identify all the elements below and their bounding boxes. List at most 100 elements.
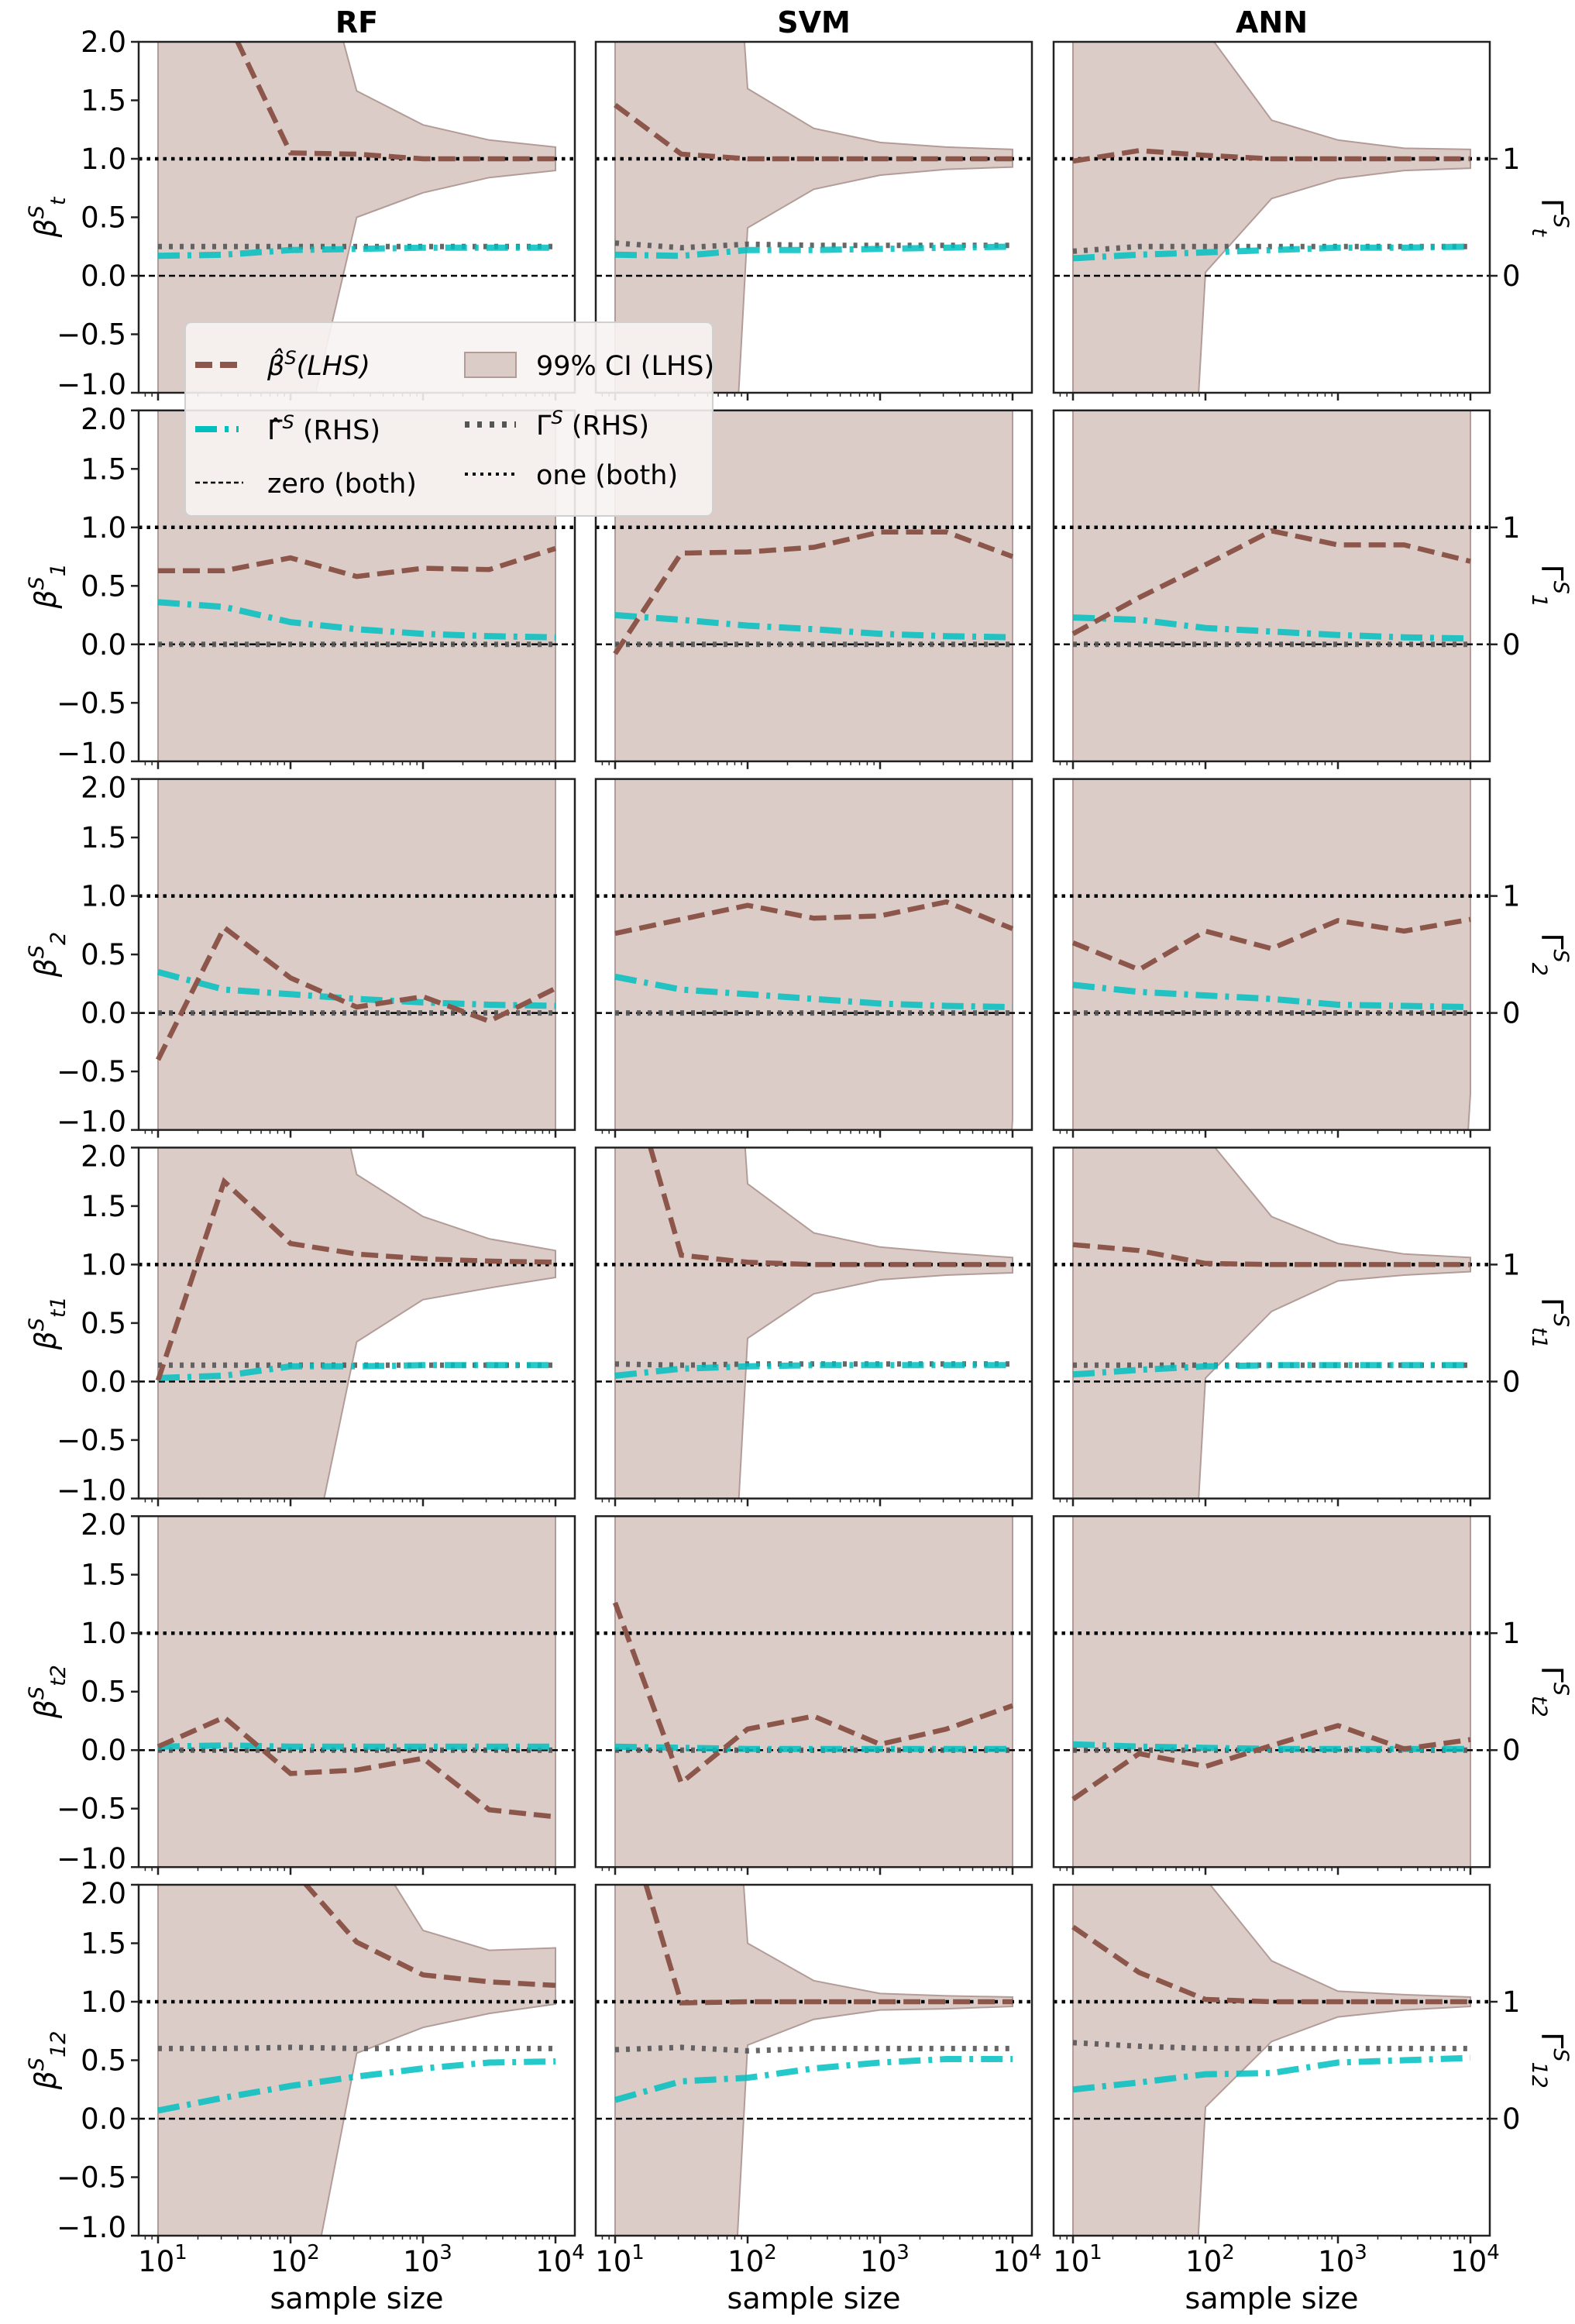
- x-tick-base: 10: [270, 2245, 307, 2278]
- ci-band: [157, 1885, 556, 2236]
- y-tick-label: −1.0: [57, 737, 126, 770]
- legend-label-rest: (RHS): [294, 415, 380, 446]
- gamma-hat-line: [1072, 2054, 1471, 2093]
- gamma-series: [614, 1361, 1013, 1368]
- rlabel-sub: 1: [1527, 594, 1551, 607]
- y-tick-label: 2.0: [81, 772, 126, 805]
- rhs-tick-label: 0: [1502, 997, 1521, 1030]
- y-tick-label: 0.5: [81, 201, 126, 235]
- plot-area: [1054, 779, 1490, 1130]
- axes-frame: [594, 1514, 1033, 1868]
- x-tick-sup: 2: [764, 2241, 777, 2264]
- x-axis-label: sample size: [727, 2281, 901, 2315]
- panel-ann-row-1: [1052, 40, 1498, 401]
- gamma-hat-series: [614, 1362, 1013, 1379]
- y-tick-label: 0.0: [81, 260, 126, 293]
- plot-area: [139, 1516, 575, 1868]
- beta-series: [302, 1885, 556, 1989]
- plot-area: [139, 1147, 575, 1499]
- y-tick-label: 0.0: [81, 628, 126, 662]
- y-tick-label: −1.0: [57, 2211, 126, 2244]
- x-tick-label: 103: [403, 2241, 452, 2278]
- gamma-hat-line: [157, 2058, 556, 2114]
- gamma-hat-line: [157, 244, 555, 260]
- gamma-hat-series: [614, 2056, 1013, 2103]
- column-title-svm: SVM: [777, 5, 851, 40]
- x-tick-sup: 1: [174, 2241, 187, 2264]
- gamma-hat-series: [156, 968, 556, 1009]
- ylabel-sup: S: [25, 2058, 49, 2071]
- gamma-hat-series: [1072, 2054, 1471, 2093]
- ylabel-base: β: [29, 218, 63, 238]
- plot-area: [139, 1885, 575, 2236]
- y-tick-label: 1.0: [81, 1248, 126, 1281]
- x-tick-base: 10: [1318, 2245, 1354, 2278]
- plot-area: [139, 779, 575, 1130]
- legend-entry-gamma: ΓS (RHS): [465, 407, 649, 442]
- gamma-hat-series: [614, 973, 1013, 1010]
- beta-line: [156, 923, 557, 1061]
- beta-line: [302, 1885, 556, 1989]
- legend-label-sup: S: [283, 411, 294, 433]
- beta-line: [1071, 916, 1471, 973]
- x-tick-label: 101: [595, 2241, 645, 2278]
- gamma-hat-series: [1072, 243, 1471, 262]
- plot-area: [596, 1885, 1032, 2236]
- legend-label: Γ̂S (RHS): [267, 411, 380, 446]
- ci-band: [1072, 1516, 1471, 1868]
- gamma-line: [614, 1361, 1013, 1368]
- x-tick-sup: 1: [631, 2241, 645, 2264]
- x-tick-base: 10: [1185, 2245, 1222, 2278]
- legend-entry-one: one (both): [465, 460, 678, 491]
- panel-svm-row-4: [594, 1147, 1033, 1507]
- gamma-hat-line: [156, 968, 556, 1009]
- y-tick-label: 1.5: [81, 1927, 126, 1961]
- gamma-hat-series: [614, 243, 1013, 260]
- gamma-hat-line: [1072, 1362, 1470, 1378]
- x-tick-label: 104: [535, 2241, 585, 2278]
- y-tick-label: 0.0: [81, 1365, 126, 1398]
- plot-area: [1054, 410, 1490, 761]
- legend-label: β̂S(LHS): [267, 347, 370, 382]
- panel-rf-row-6: [131, 1883, 576, 2243]
- x-tick-label: 102: [1185, 2241, 1235, 2278]
- gamma-hat-series: [157, 599, 556, 641]
- beta-series: [614, 102, 1013, 162]
- legend-label-sup: S: [552, 407, 563, 428]
- legend-label: 99% CI (LHS): [536, 351, 714, 382]
- axes-frame: [594, 778, 1033, 1131]
- gamma-hat-line: [1072, 982, 1471, 1010]
- x-tick-sup: 3: [1354, 2241, 1367, 2264]
- y-tick-label: 2.0: [81, 1508, 126, 1542]
- x-tick-sup: 4: [1029, 2241, 1042, 2264]
- rhs-axis-label: ΓS1: [1527, 565, 1573, 608]
- legend-label-sup: S: [284, 347, 296, 369]
- x-tick-label: 101: [138, 2241, 187, 2278]
- y-tick-label: 1.0: [81, 143, 126, 176]
- legend-label-base: β̂: [267, 348, 284, 382]
- y-tick-label: 0.0: [81, 1734, 126, 1767]
- gamma-line: [158, 2044, 555, 2051]
- rlabel-sub: t1: [1527, 1327, 1551, 1349]
- beta-line: [648, 1147, 1013, 1267]
- plot-area: [596, 1147, 1032, 1499]
- ci-band: [157, 1147, 556, 1499]
- y-tick-label: 2.0: [81, 1140, 126, 1173]
- rhs-tick-label: 1: [1502, 880, 1521, 913]
- legend-entry-gamma-hat: Γ̂S (RHS): [195, 411, 380, 446]
- gamma-line: [614, 2044, 1013, 2054]
- ylabel-sup: S: [25, 205, 49, 218]
- y-tick-label: −0.5: [57, 1055, 126, 1088]
- y-axis-label: βSt1: [25, 1296, 70, 1350]
- gamma-series: [614, 2044, 1013, 2054]
- panel-svm-row-5: [594, 1514, 1033, 1875]
- rlabel-sub: t: [1527, 228, 1551, 237]
- x-tick-base: 10: [1053, 2245, 1089, 2278]
- legend-label: one (both): [536, 460, 678, 491]
- x-tick-base: 10: [403, 2245, 439, 2278]
- ylabel-base: β: [29, 1700, 63, 1719]
- axes-frame: [594, 1147, 1033, 1500]
- x-axis-label: sample size: [270, 2281, 444, 2315]
- x-tick-sup: 1: [1089, 2241, 1102, 2264]
- axes-frame: [1052, 1147, 1491, 1500]
